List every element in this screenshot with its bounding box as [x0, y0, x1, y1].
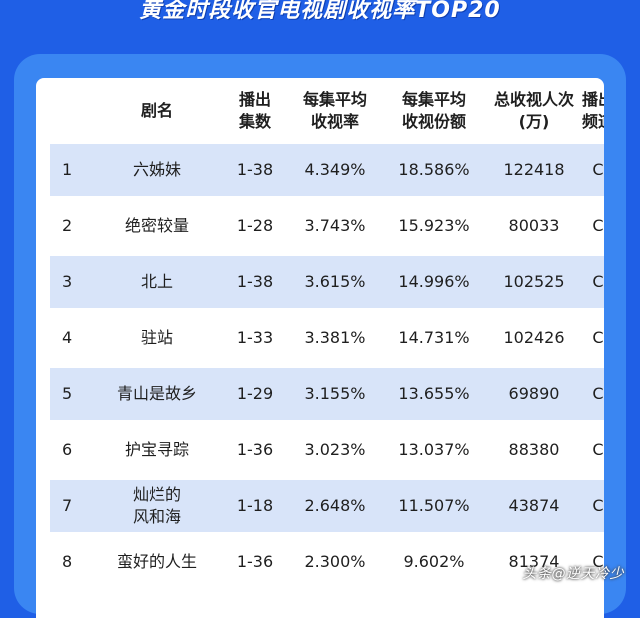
name-cell: 护宝寻踪: [124, 440, 189, 459]
header-channel: 播出 频道: [581, 90, 604, 131]
episodes-cell: 1-36: [236, 552, 274, 571]
channel-cell: CCTV1: [592, 384, 604, 403]
rating-cell: 3.155%: [304, 384, 366, 403]
viewers-cell: 81374: [508, 552, 560, 571]
name-cell: 青山是故乡: [116, 384, 197, 403]
table-row: 4 驻站 1-33 3.381% 14.731% 102426 CCTV1: [50, 312, 604, 364]
viewers-cell: 80033: [508, 216, 560, 235]
viewers-cell: 102426: [503, 328, 565, 347]
header-avg-share: 每集平均 收视份额: [401, 90, 466, 131]
rank-cell: 4: [62, 328, 73, 347]
channel-cell: CCTV1: [592, 216, 604, 235]
table-header: 剧名 播出 集数 每集平均 收视率 每集平均 收视份额 总收视人次 (万) 播出…: [36, 78, 604, 144]
rank-cell: 3: [62, 272, 73, 291]
name-cell: 驻站: [140, 328, 173, 347]
rank-cell: 7: [62, 496, 73, 515]
header-total-viewers: 总收视人次 (万): [493, 90, 574, 131]
share-cell: 14.731%: [398, 328, 470, 347]
episodes-cell: 1-18: [236, 496, 274, 515]
share-cell: 15.923%: [398, 216, 470, 235]
episodes-cell: 1-28: [236, 216, 274, 235]
rating-cell: 2.300%: [304, 552, 366, 571]
table-row: 7 灿烂的 风和海 1-18 2.648% 11.507% 43874 CCTV1: [50, 480, 604, 532]
share-cell: 18.586%: [398, 160, 470, 179]
name-cell: 蛮好的人生: [116, 552, 197, 571]
viewers-cell: 43874: [508, 496, 560, 515]
share-cell: 13.037%: [398, 440, 470, 459]
rank-cell: 2: [62, 216, 73, 235]
channel-cell: CCTV1: [592, 160, 604, 179]
share-cell: 11.507%: [398, 496, 470, 515]
viewers-cell: 88380: [508, 440, 560, 459]
table-row: 8 蛮好的人生 1-36 2.300% 9.602% 81374 CCTV8: [50, 536, 604, 588]
page-title: 黄金时段收官电视剧收视率TOP20: [139, 0, 501, 23]
channel-cell: CCTV1: [592, 328, 604, 347]
rank-cell: 6: [62, 440, 73, 459]
rating-cell: 3.615%: [304, 272, 366, 291]
channel-cell: CCTV8: [592, 552, 604, 571]
share-cell: 13.655%: [398, 384, 470, 403]
name-cell: 绝密较量: [124, 216, 189, 235]
rating-cell: 3.743%: [304, 216, 366, 235]
channel-cell: CCTV1: [592, 496, 604, 515]
viewers-cell: 69890: [508, 384, 560, 403]
rating-cell: 4.349%: [304, 160, 366, 179]
header-avg-rating: 每集平均 收视率: [302, 90, 367, 131]
episodes-cell: 1-38: [236, 272, 274, 291]
ratings-table: 剧名 播出 集数 每集平均 收视率 每集平均 收视份额 总收视人次 (万) 播出…: [36, 78, 604, 618]
share-cell: 9.602%: [403, 552, 465, 571]
rank-cell: 1: [62, 160, 73, 179]
viewers-cell: 102525: [503, 272, 565, 291]
rank-cell: 8: [62, 552, 73, 571]
table-row: 1 六姊妹 1-38 4.349% 18.586% 122418 CCTV1: [50, 144, 604, 196]
viewers-cell: 122418: [503, 160, 565, 179]
channel-cell: CCTV1: [592, 272, 604, 291]
watermark: 头条@逆天冷少: [522, 566, 624, 582]
header-episodes: 播出 集数: [238, 90, 271, 131]
table-row: 6 护宝寻踪 1-36 3.023% 13.037% 88380 CCTV1: [50, 424, 604, 476]
episodes-cell: 1-36: [236, 440, 274, 459]
name-cell: 北上: [140, 272, 173, 291]
channel-cell: CCTV1: [592, 440, 604, 459]
rating-cell: 3.023%: [304, 440, 366, 459]
table-row: 2 绝密较量 1-28 3.743% 15.923% 80033 CCTV1: [50, 200, 604, 252]
episodes-cell: 1-38: [236, 160, 274, 179]
share-cell: 14.996%: [398, 272, 470, 291]
name-cell: 灿烂的 风和海: [132, 485, 181, 526]
rank-cell: 5: [62, 384, 73, 403]
table-row: 3 北上 1-38 3.615% 14.996% 102525 CCTV1: [50, 256, 604, 308]
header-name: 剧名: [140, 101, 173, 120]
episodes-cell: 1-29: [236, 384, 274, 403]
rating-cell: 2.648%: [304, 496, 366, 515]
table-row: 5 青山是故乡 1-29 3.155% 13.655% 69890 CCTV1: [50, 368, 604, 420]
episodes-cell: 1-33: [236, 328, 274, 347]
rating-cell: 3.381%: [304, 328, 366, 347]
name-cell: 六姊妹: [132, 160, 181, 179]
